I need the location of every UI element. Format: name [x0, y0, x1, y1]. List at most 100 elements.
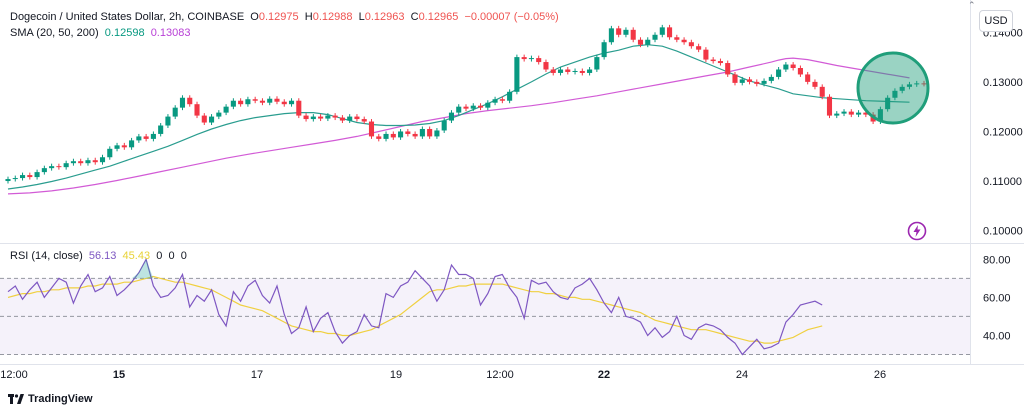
time-tick-label: 15: [113, 369, 125, 381]
candle: [463, 106, 469, 109]
candle: [172, 107, 178, 117]
candle: [885, 97, 891, 110]
chevron-icon[interactable]: ⌃: [968, 0, 976, 10]
candle: [725, 63, 731, 75]
candle: [99, 157, 106, 163]
sma-label[interactable]: SMA (20, 50, 200): [10, 27, 99, 39]
rsi-tick-label: 60.00: [983, 292, 1011, 304]
candle: [499, 99, 505, 101]
open-label: O: [250, 11, 259, 23]
candle: [848, 111, 854, 115]
candle: [892, 90, 898, 98]
currency-button[interactable]: USD: [979, 10, 1013, 32]
candle: [281, 101, 287, 105]
candle: [557, 69, 564, 73]
high-value: 0.12988: [312, 11, 353, 23]
rsi-zero-3: 0: [180, 250, 187, 262]
candle: [776, 69, 782, 77]
candle: [434, 130, 440, 137]
candle: [288, 100, 295, 105]
time-tick-label: 26: [874, 369, 886, 381]
candle: [398, 131, 404, 138]
time-tick-label: 24: [736, 369, 748, 381]
candle: [681, 39, 687, 43]
candle: [746, 79, 753, 82]
rsi-ma-value: 45.43: [122, 250, 151, 262]
symbol-label[interactable]: Dogecoin / United States Dollar, 2h, COI…: [10, 11, 245, 23]
sma-legend: SMA (20, 50, 200) 0.12598 0.13083: [10, 27, 190, 39]
candle: [732, 74, 738, 83]
candle: [717, 61, 723, 64]
candle: [259, 100, 265, 103]
candle: [216, 112, 222, 117]
low-value: 0.12963: [364, 11, 405, 23]
candle: [310, 116, 316, 120]
candle: [296, 100, 302, 116]
sma50-value: 0.13083: [150, 27, 191, 39]
candle: [688, 42, 694, 47]
sma20-line: [7, 44, 910, 190]
candle: [187, 97, 193, 105]
rsi-overbought-fill: [131, 259, 154, 279]
candle: [419, 128, 425, 137]
candle: [267, 98, 273, 103]
candle: [826, 96, 833, 116]
candle: [427, 128, 433, 137]
candle: [877, 109, 883, 122]
close-value: 0.12965: [418, 11, 459, 23]
candle: [165, 116, 171, 126]
sma50-line: [7, 57, 910, 195]
candle: [245, 99, 251, 105]
candle: [543, 62, 549, 70]
candle: [863, 112, 869, 115]
rsi-zero-2: 0: [168, 250, 175, 262]
candle: [754, 81, 760, 84]
candle: [114, 145, 120, 149]
candle: [347, 116, 353, 121]
price-tick-label: 0.12000: [983, 126, 1023, 138]
time-tick-label: 12:00: [0, 369, 28, 381]
candle: [514, 57, 520, 92]
candle: [412, 133, 418, 137]
time-tick-label: 19: [390, 369, 402, 381]
candle: [209, 116, 215, 123]
rsi-label[interactable]: RSI (14, close): [10, 250, 83, 262]
candle: [448, 112, 455, 121]
tradingview-brand[interactable]: TradingView: [8, 393, 93, 405]
candle: [899, 86, 905, 91]
candle: [63, 163, 69, 168]
rsi-tick-label: 80.00: [983, 254, 1011, 266]
candle: [383, 133, 389, 139]
candle: [158, 125, 164, 134]
candle: [19, 175, 26, 179]
candle: [179, 97, 186, 108]
candle: [223, 106, 229, 113]
lightning-icon[interactable]: [907, 221, 927, 241]
candle: [456, 106, 462, 113]
highlight-circle: [856, 51, 930, 125]
candle: [318, 116, 324, 119]
candle: [492, 99, 498, 103]
candle: [674, 37, 680, 40]
candle: [616, 28, 622, 35]
candle: [623, 29, 629, 35]
candle: [5, 179, 11, 182]
candle: [667, 27, 673, 38]
sma20-value: 0.12598: [104, 27, 145, 39]
candle: [303, 115, 309, 120]
candle: [92, 160, 98, 163]
candle: [761, 80, 767, 84]
candle: [390, 133, 396, 138]
candle: [550, 69, 556, 73]
candle: [376, 136, 382, 139]
candle: [579, 70, 585, 73]
candle: [201, 115, 207, 123]
candle: [238, 100, 244, 105]
candle: [230, 100, 236, 107]
candle: [696, 46, 702, 50]
candle: [921, 83, 927, 85]
candle: [136, 136, 142, 141]
candle: [34, 172, 40, 178]
candle: [906, 84, 913, 87]
